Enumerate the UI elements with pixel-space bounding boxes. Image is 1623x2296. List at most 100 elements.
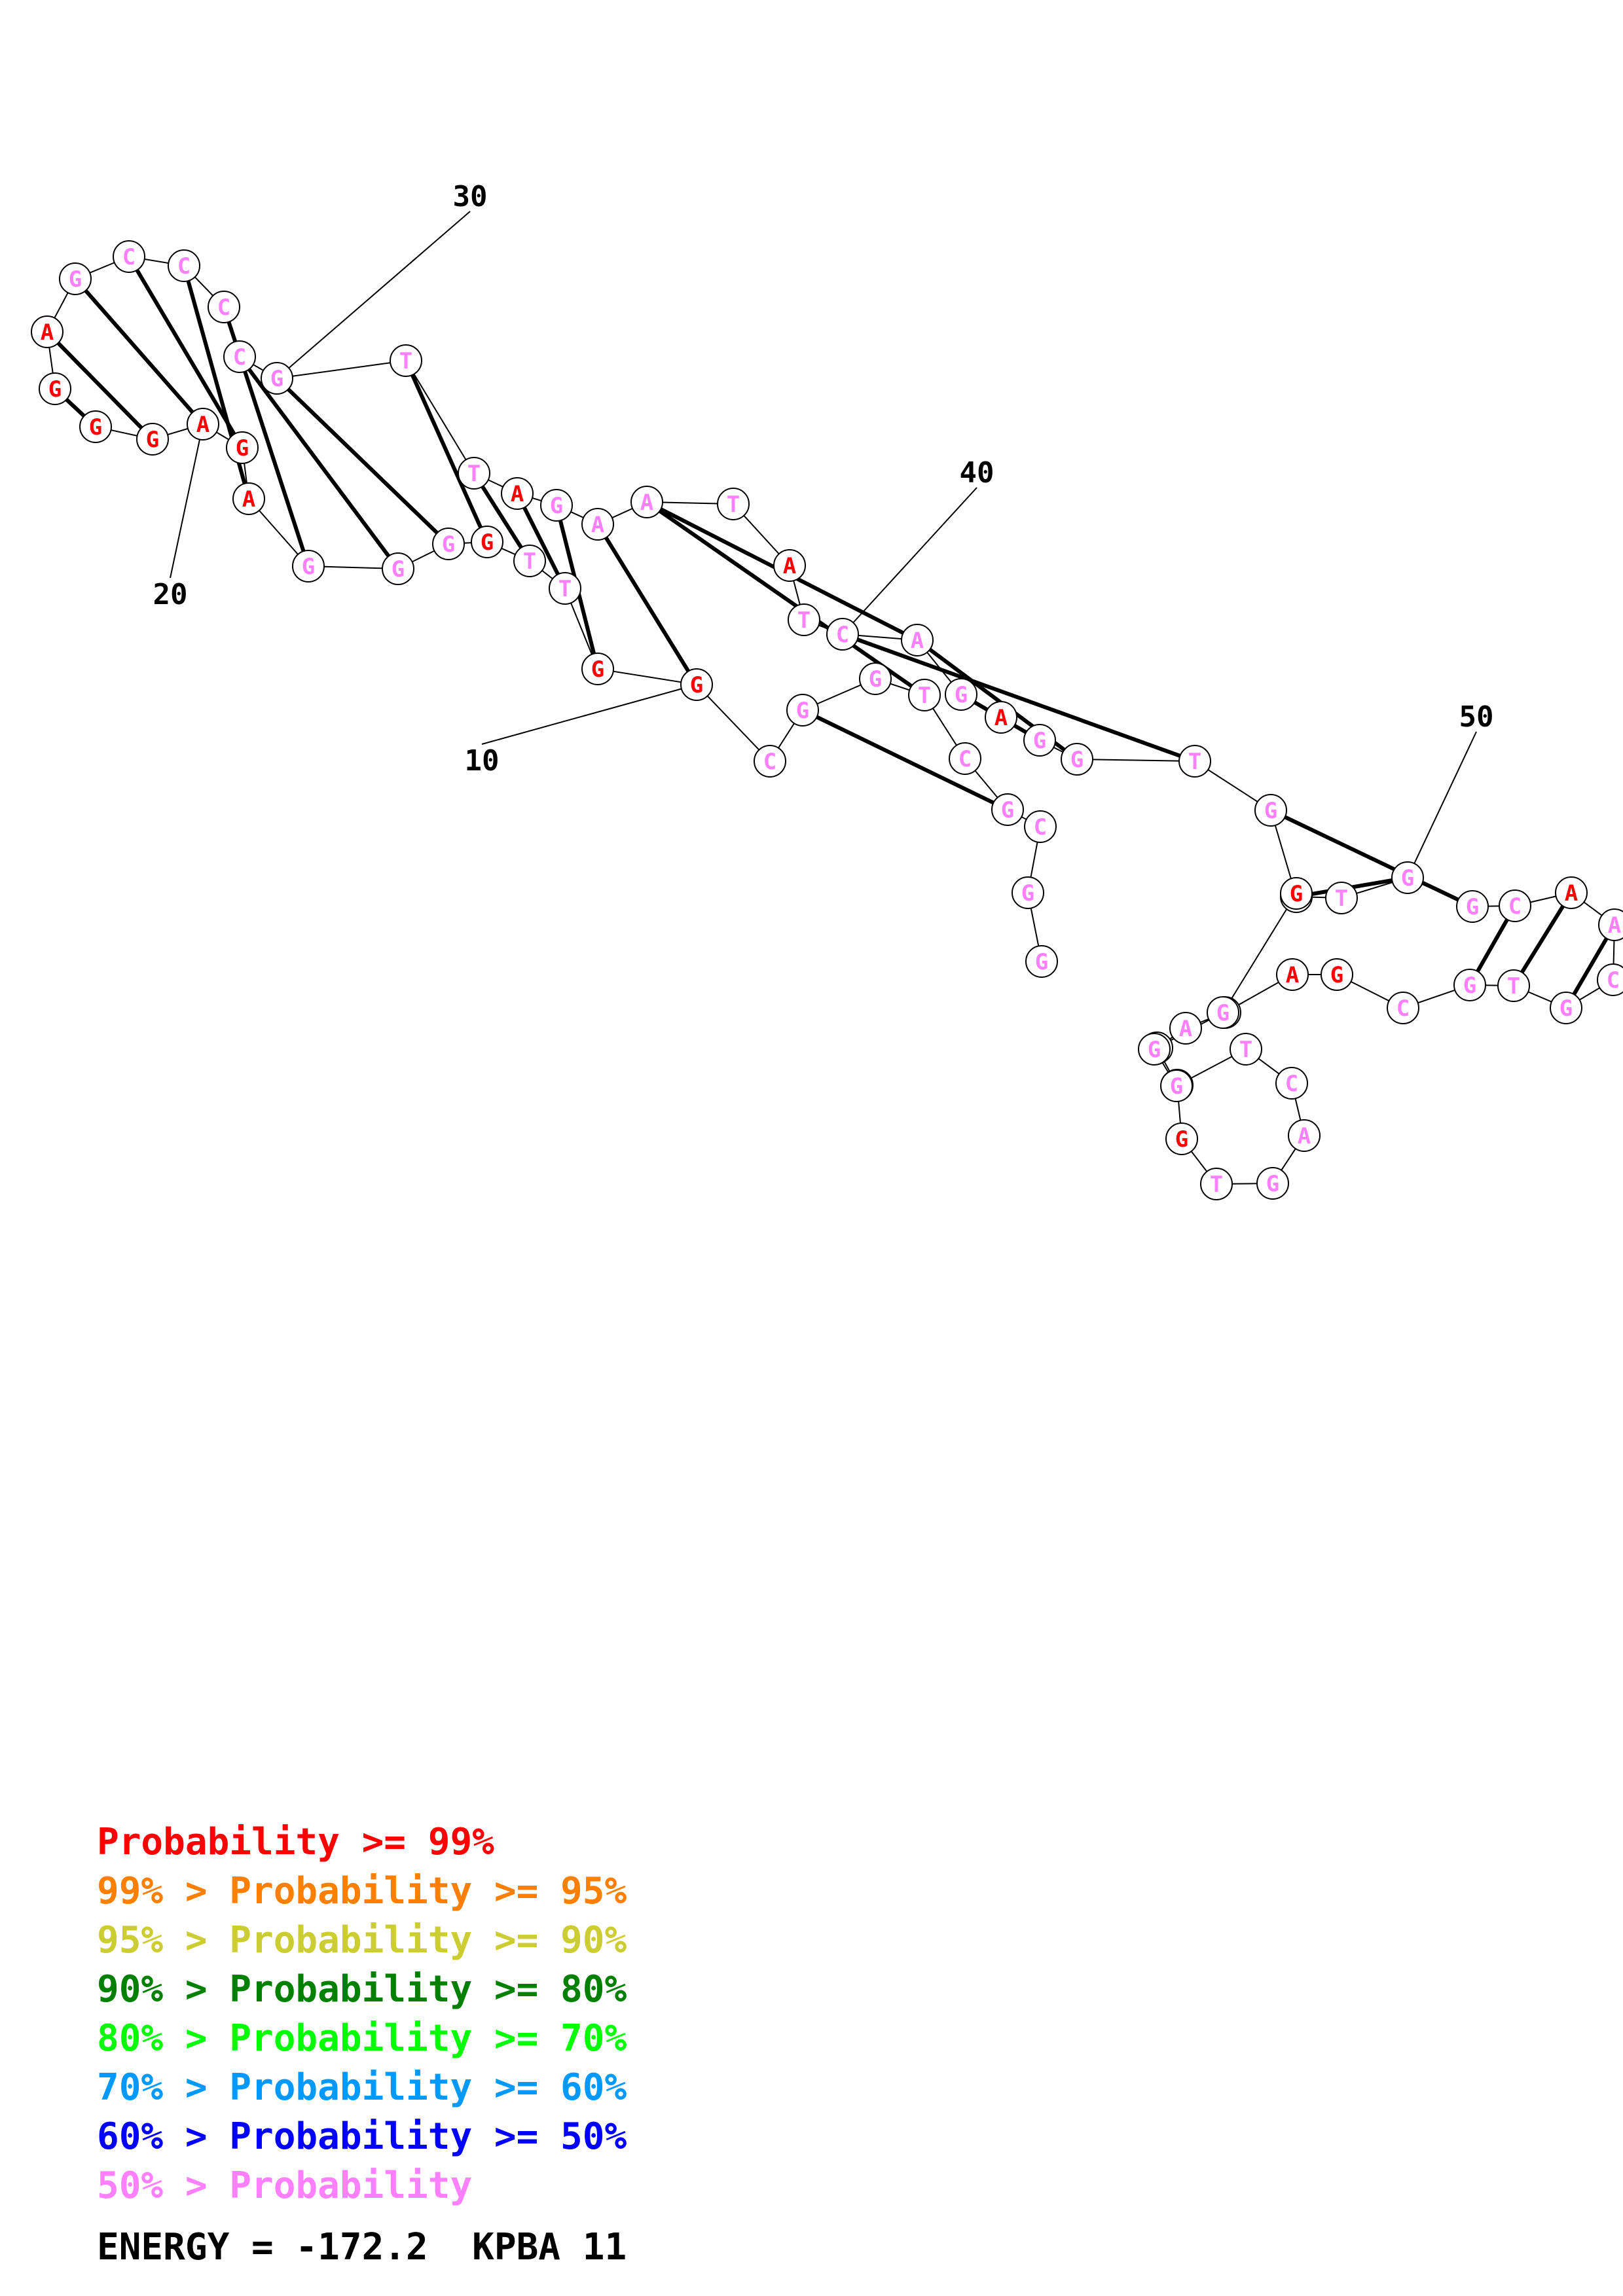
nucleotide-base: A [783, 553, 796, 579]
base-pair-bond [45, 330, 155, 441]
nucleotide-circle [1453, 969, 1486, 1001]
nucleotide-circle [540, 489, 573, 522]
nucleotide-base: G [236, 435, 249, 461]
nucleotide-circle [581, 653, 614, 685]
nucleotide: T [390, 344, 422, 377]
nucleotide-base: G [89, 414, 102, 440]
nucleotide-circle [261, 362, 293, 395]
nucleotide-base: G [1216, 1000, 1230, 1026]
nucleotide-circle [1325, 882, 1358, 914]
nucleotide-circle [471, 526, 503, 558]
nucleotide: T [1230, 1033, 1262, 1066]
nucleotide-circle [1200, 1168, 1233, 1200]
nucleotide: C [1024, 810, 1057, 843]
nucleotide-circle [1597, 963, 1623, 996]
base-pair-bond [1512, 891, 1573, 987]
nucleotide-base: G [1033, 728, 1046, 754]
nucleotide: A [581, 508, 614, 541]
base-pair-bond [73, 278, 205, 425]
nucleotide: G [136, 423, 169, 456]
nucleotide-circle [945, 678, 977, 711]
nucleotide: A [187, 408, 219, 440]
legend-entry: 80% > Probability >= 70% [97, 2017, 627, 2060]
base-pair-bond [127, 255, 244, 449]
nucleotide: G [1256, 1167, 1289, 1200]
nucleotide: A [630, 486, 663, 518]
nucleotide-base: A [1179, 1016, 1192, 1042]
nucleotide-circle [59, 262, 92, 295]
nucleotide: G [1550, 992, 1582, 1024]
nucleotide-circle [501, 477, 534, 510]
nucleotide-circle [1275, 1067, 1308, 1100]
base-pair-bond [238, 355, 400, 570]
legend-entry: 50% > Probability [97, 2164, 472, 2207]
nucleotide-circle [187, 408, 219, 440]
nucleotide: G [39, 372, 71, 405]
nucleotide-base: G [1148, 1037, 1161, 1063]
position-label-layer: 10 20 30 40 50 [153, 180, 1494, 778]
position-tick [1407, 731, 1477, 878]
nucleotide: T [1325, 882, 1358, 914]
nucleotide: A [31, 315, 64, 348]
nucleotide-base: G [69, 266, 82, 293]
nucleotide-circle [1138, 1033, 1171, 1066]
nucleotide: A [1555, 876, 1588, 909]
nucleotide: A [1288, 1119, 1321, 1152]
nucleotide: G [859, 662, 892, 695]
nucleotide-circle [680, 668, 713, 701]
nucleotide-base: G [869, 666, 882, 692]
nucleotide: G [1165, 1122, 1198, 1155]
nucleotide: G [471, 526, 503, 558]
position-tick-layer [170, 211, 1477, 878]
nucleotide-base: G [48, 376, 62, 403]
nucleotide: A [232, 482, 265, 515]
nucleotide-base: C [1508, 893, 1522, 920]
nucleotide: G [261, 362, 293, 395]
nucleotide-circle [1387, 992, 1419, 1024]
nucleotide-base: C [763, 749, 776, 775]
nucleotide: G [79, 410, 112, 443]
legend-entry: Probability >= 99% [97, 1821, 494, 1863]
nucleotide-base: A [994, 705, 1008, 731]
nucleotide: G [1280, 877, 1313, 910]
nucleotide-base: G [442, 531, 455, 558]
nucleotide-circle [208, 291, 240, 323]
nucleotide: G [1321, 958, 1353, 991]
nucleotide-circle [1023, 724, 1056, 757]
nucleotide: G [292, 550, 325, 583]
nucleotide-circle [1012, 876, 1044, 909]
nucleotide-circle [168, 249, 200, 282]
nucleotide-circle [1256, 1167, 1289, 1200]
nucleotide-base: G [1175, 1126, 1188, 1153]
nucleotide-base: C [1034, 814, 1047, 840]
nucleotide-circle [1321, 958, 1353, 991]
nucleotide: G [680, 668, 713, 701]
nucleotide-base: G [1170, 1073, 1183, 1100]
nucleotide: G [581, 653, 614, 685]
nucleotide-circle [223, 340, 256, 373]
base-pair-bond [515, 492, 567, 590]
legend-entry: 90% > Probability >= 80% [97, 1968, 627, 2011]
backbone-line [46, 255, 1616, 1185]
nucleotide-base: G [1463, 973, 1476, 999]
nucleotide-base: G [1001, 797, 1014, 823]
nucleotide-base: T [1239, 1037, 1252, 1063]
nucleotide: C [1597, 963, 1623, 996]
nucleotide-circle [39, 372, 71, 405]
nucleotide-base: C [217, 295, 230, 321]
nucleotide-base: C [836, 622, 849, 648]
nucleotide-circle [901, 624, 934, 656]
nucleotide: T [908, 679, 941, 711]
nucleotide: A [773, 549, 806, 582]
nucleotide-circle [1024, 810, 1057, 843]
nucleotide-circle [390, 344, 422, 377]
nucleotide: G [1012, 876, 1044, 909]
position-label: 10 [465, 744, 500, 778]
nucleotide-circle [985, 701, 1017, 734]
nucleotide-base: T [1210, 1172, 1223, 1198]
nucleotide-base: T [797, 607, 811, 634]
nucleotide-base: T [523, 548, 536, 575]
legend-entry: 95% > Probability >= 90% [97, 1919, 627, 1962]
nucleotide-base: G [591, 656, 604, 683]
nucleotide-circle [549, 572, 581, 605]
